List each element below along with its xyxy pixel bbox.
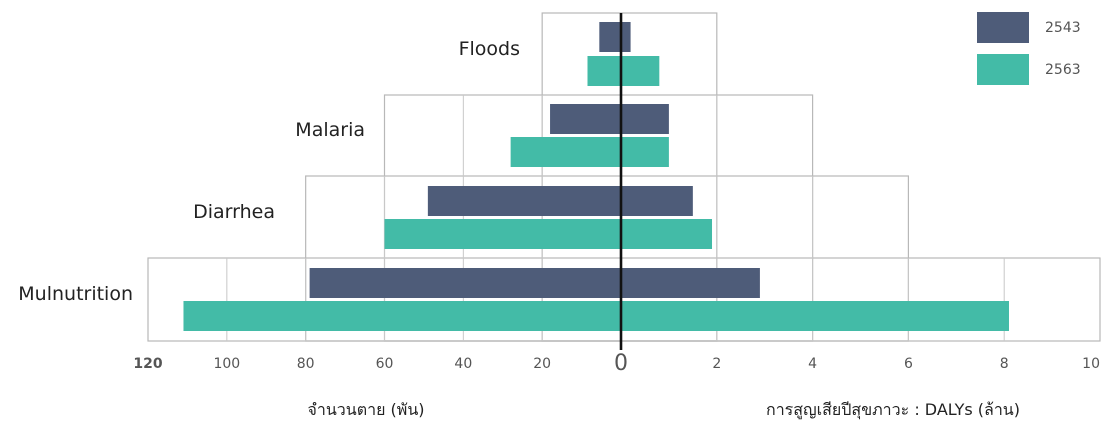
bar-left-2543-diarrhea [427,186,621,216]
category-label-floods: Floods [459,38,520,60]
right-tick-label: 4 [808,356,817,372]
bar-left-2563-floods [587,56,621,86]
zero-tick-label: 0 [614,351,628,376]
bar-right-2563-floods [621,56,660,86]
left-tick-label: 20 [533,356,551,372]
left-tick-label: 80 [297,356,315,372]
left-tick-label: 100 [213,356,240,372]
bar-right-2543-mulnutrition [621,268,760,298]
bar-left-2563-mulnutrition [183,301,621,331]
legend: 2543 2563 [977,12,1081,85]
left-tick-label: 40 [454,356,472,372]
bar-left-2563-malaria [510,137,621,167]
bar-right-2563-diarrhea [621,219,713,249]
legend-swatch-2543 [977,12,1029,43]
legend-label-2563: 2563 [1045,62,1081,78]
legend-swatch-2563 [977,54,1029,85]
category-frame-mulnutrition [147,257,1101,342]
bar-right-2543-floods [621,22,631,52]
legend-label-2543: 2543 [1045,20,1081,36]
category-label-diarrhea: Diarrhea [193,201,275,223]
bar-left-2543-malaria [550,104,621,134]
right-tick-label: 2 [712,356,721,372]
bar-right-2563-malaria [621,137,669,167]
category-label-malaria: Malaria [295,119,365,141]
right-tick-label: 10 [1082,356,1100,372]
left-axis-title: จำนวนตาย (พัน) [307,400,424,419]
bar-right-2563-mulnutrition [621,301,1009,331]
right-tick-label: 8 [1000,356,1009,372]
left-tick-label: 120 [133,356,162,372]
bar-left-2543-mulnutrition [309,268,621,298]
bars [183,22,1009,331]
category-labels: Floods Malaria Diarrhea Mulnutrition [18,38,520,305]
right-tick-label: 6 [904,356,913,372]
bar-right-2543-malaria [621,104,669,134]
category-label-mulnutrition: Mulnutrition [18,283,133,305]
bar-right-2543-diarrhea [621,186,693,216]
tick-labels: 120 100 80 60 40 20 2 4 6 8 100 [133,351,1100,376]
bar-left-2563-diarrhea [384,219,621,249]
right-axis-title: การสูญเสียปีสุขภาวะ : DALYs (ล้าน) [766,400,1020,420]
gridlines [226,95,1005,341]
bar-left-2543-floods [599,22,621,52]
left-tick-label: 60 [376,356,394,372]
